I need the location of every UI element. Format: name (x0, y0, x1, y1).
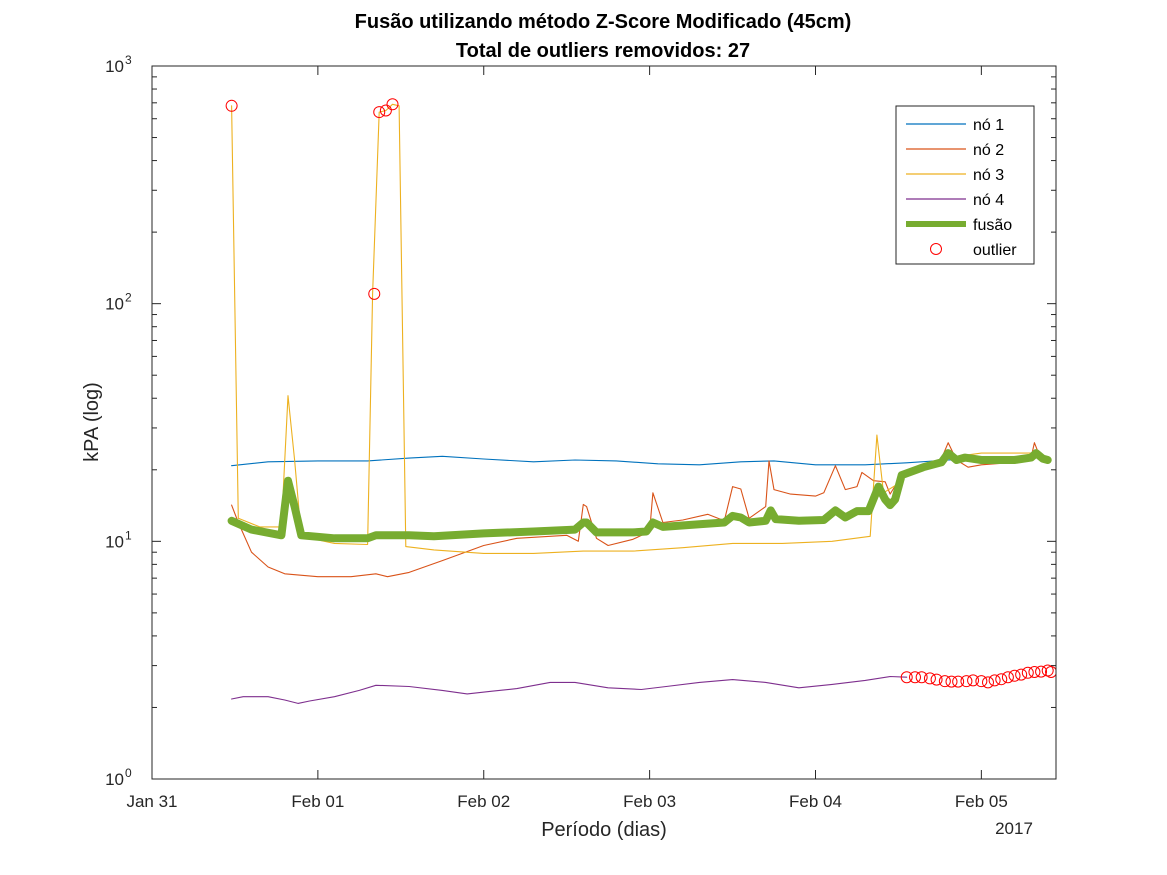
series-5-outlier-marker (1015, 668, 1028, 681)
y-tick-base: 10 (105, 532, 124, 551)
series-5-outlier-marker (368, 287, 381, 300)
series-5-outlier-marker (938, 675, 951, 688)
x-axis-label: Período (dias) (541, 819, 667, 841)
series-5-outlier-marker (225, 99, 238, 112)
x-tick-label: Feb 03 (623, 792, 676, 811)
x-axis-year: 2017 (995, 819, 1033, 838)
legend-box (895, 105, 1035, 265)
x-tick-label: Feb 02 (457, 792, 510, 811)
legend-label: nó 1 (973, 117, 1004, 134)
series-5-outlier-marker (1035, 665, 1048, 678)
y-tick-base: 10 (105, 295, 124, 314)
series-4-line (227, 449, 1052, 543)
y-tick-exponent: 1 (125, 528, 132, 542)
plot-frame (151, 65, 1057, 780)
series-5-outlier-marker (1021, 666, 1034, 679)
series-5-outlier-marker (1001, 671, 1014, 684)
series-5-outlier-marker (967, 674, 980, 687)
legend: nó 1 nó 2 nó 3 nó 4 fusão outlier (895, 105, 1035, 265)
chart-subtitle: Total de outliers removidos: 27 (456, 40, 750, 62)
legend-label: nó 4 (973, 192, 1004, 209)
series-5-outlier-marker (373, 106, 386, 119)
y-tick-label: 10 (105, 295, 124, 314)
y-tick-base: 10 (105, 770, 124, 789)
y-tick-label: 10 (105, 532, 124, 551)
series-layer (225, 98, 1056, 704)
y-tick-label: 10 (105, 57, 124, 76)
series-5-outlier-marker (915, 671, 928, 684)
legend-label: fusão (973, 217, 1012, 234)
chart-title: Fusão utilizando método Z-Score Modifica… (355, 11, 852, 33)
series-5-outlier-marker (1045, 665, 1056, 678)
series-5-outlier-marker (988, 674, 1001, 687)
series-5-outlier-marker (960, 675, 973, 688)
series-5-outlier-marker (945, 675, 958, 688)
x-tick-label: Feb 05 (955, 792, 1008, 811)
y-tick-label: 10 (105, 770, 124, 789)
series-5-outlier-marker (1028, 665, 1041, 678)
x-tick-label: Feb 01 (291, 792, 344, 811)
series-5-outlier-marker (975, 675, 988, 688)
y-tick-base: 10 (105, 57, 124, 76)
x-tick-label: Jan 31 (126, 792, 177, 811)
x-tick-label: Feb 04 (789, 792, 842, 811)
series-5-outlier-marker (930, 673, 943, 686)
y-tick-exponent: 0 (125, 766, 132, 780)
series-5-outlier-marker (386, 98, 399, 111)
series-5-outlier-marker (981, 676, 994, 689)
series-5-outlier-marker (952, 675, 965, 688)
y-tick-exponent: 2 (125, 291, 132, 305)
legend-label: nó 3 (973, 167, 1004, 184)
y-axis-label: kPA (log) (81, 382, 103, 462)
legend-label: outlier (973, 242, 1017, 259)
series-5-outlier-marker (900, 671, 913, 684)
legend-swatch-outlier (930, 243, 942, 255)
x-axis: Jan 31 Feb 01 Feb 02 Feb 03 Feb 04 Feb 05 (126, 66, 1008, 811)
y-tick-exponent: 3 (125, 53, 132, 67)
series-5-outlier-marker (923, 672, 936, 685)
series-5-outlier-marker (909, 671, 922, 684)
legend-label: nó 2 (973, 142, 1004, 159)
series-5-outlier-marker (995, 673, 1008, 686)
plot-area (151, 65, 1057, 780)
series-3-line (231, 675, 908, 704)
series-2-line (231, 103, 1049, 554)
series-5-outlier-marker (379, 104, 392, 117)
series-5-outlier-marker (1008, 669, 1021, 682)
